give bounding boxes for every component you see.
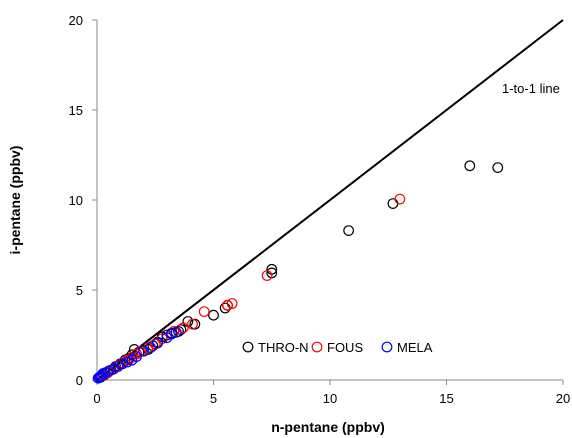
data-point: [198, 306, 210, 318]
x-tick-label: 5: [210, 391, 217, 406]
data-point: [166, 328, 177, 340]
legend-marker: [311, 341, 323, 353]
data-point: [394, 193, 406, 205]
legend-label: FOUS: [327, 340, 363, 355]
data-point: [464, 160, 476, 172]
data-point: [261, 270, 273, 282]
y-tick-label: 5: [76, 283, 83, 298]
data-point: [117, 358, 129, 370]
one-to-one-line-label: 1-to-1 line: [502, 81, 560, 96]
y-tick-label: 10: [69, 193, 83, 208]
data-point: [387, 198, 399, 210]
data-point: [208, 309, 219, 321]
y-tick-label: 20: [69, 13, 83, 28]
x-tick-label: 20: [556, 391, 570, 406]
y-tick-label: 15: [69, 103, 83, 118]
data-point: [170, 326, 182, 338]
y-axis-title: i-pentane (ppbv): [7, 146, 23, 255]
x-tick-label: 10: [323, 391, 337, 406]
x-axis-title: n-pentane (ppbv): [271, 419, 385, 435]
data-point: [222, 299, 233, 311]
data-point: [187, 318, 198, 330]
one-to-one-line: [96, 19, 564, 381]
x-axis-ticks: 0 5 10 15 20: [93, 380, 570, 406]
data-points: [92, 160, 504, 384]
series-mela: [92, 326, 182, 384]
y-axis-ticks: 0 5 10 15 20: [69, 13, 97, 388]
y-tick-label: 0: [76, 373, 83, 388]
legend: THRO-N FOUS MELA: [242, 340, 433, 355]
data-point: [131, 351, 143, 363]
data-point: [152, 337, 163, 349]
legend-marker: [381, 341, 393, 353]
data-point: [343, 225, 355, 237]
data-point: [226, 298, 238, 309]
x-tick-label: 15: [439, 391, 453, 406]
legend-label: MELA: [397, 340, 433, 355]
legend-label: THRO-N: [258, 340, 309, 355]
legend-marker: [242, 341, 254, 353]
data-point: [219, 302, 231, 314]
x-tick-label: 0: [93, 391, 100, 406]
data-point: [103, 365, 115, 377]
data-point: [121, 356, 133, 368]
data-point: [492, 162, 504, 174]
